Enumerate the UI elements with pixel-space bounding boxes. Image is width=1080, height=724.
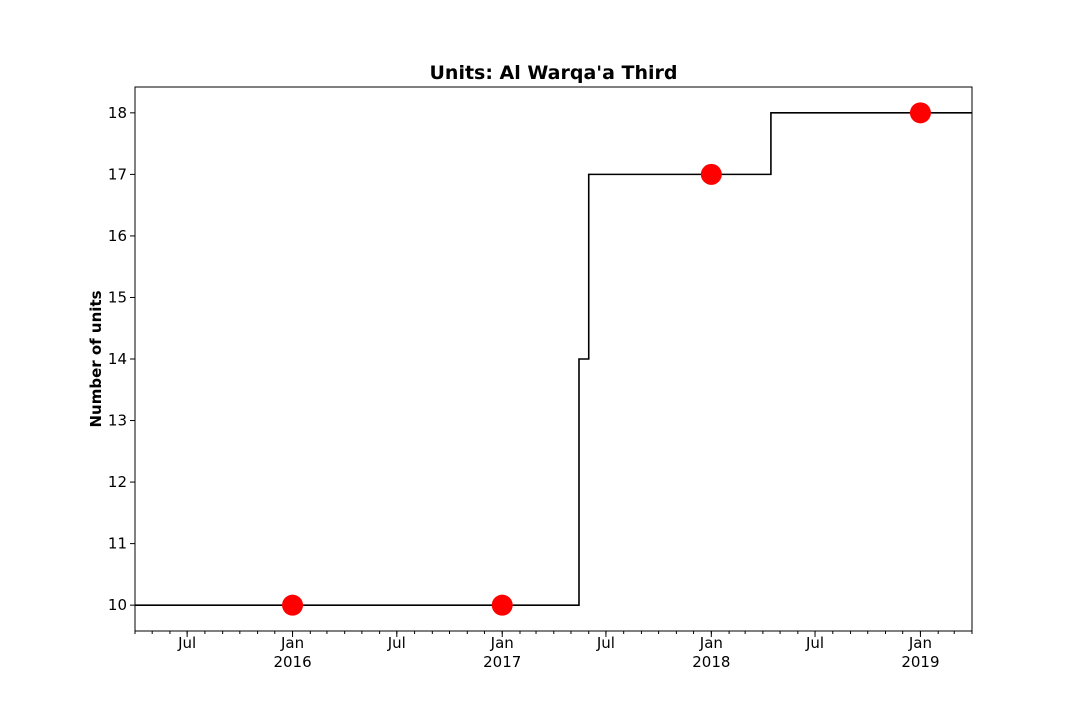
x-tick-label: Jan [699, 634, 723, 652]
x-tick-year-label: 2019 [901, 653, 939, 671]
data-point-marker [282, 594, 304, 616]
x-tick-label: Jan [908, 634, 932, 652]
chart-title: Units: Al Warqa'a Third [429, 62, 677, 84]
y-tick-label: 16 [108, 227, 127, 245]
x-tick-label: Jul [596, 634, 615, 652]
y-tick-label: 15 [108, 288, 127, 306]
x-tick-year-label: 2017 [483, 653, 521, 671]
x-tick-label: Jul [387, 634, 406, 652]
series-layer [135, 102, 972, 616]
y-tick-label: 18 [108, 104, 127, 122]
y-tick-label: 11 [108, 535, 127, 553]
y-tick-label: 12 [108, 473, 127, 491]
y-tick-label: 17 [108, 165, 127, 183]
data-point-marker [491, 594, 513, 616]
x-tick-year-label: 2016 [273, 653, 311, 671]
y-axis-ticks: 10 11 12 13 14 15 16 17 18 [108, 104, 135, 614]
data-point-marker [909, 102, 931, 124]
data-point-marker [700, 163, 722, 185]
y-tick-label: 13 [108, 412, 127, 430]
x-tick-label: Jan [280, 634, 304, 652]
x-tick-label: Jul [805, 634, 824, 652]
plot-frame [134, 86, 973, 632]
x-tick-label: Jan [490, 634, 514, 652]
y-axis-label: Number of units [87, 290, 105, 427]
x-tick-year-label: 2018 [692, 653, 730, 671]
x-tick-label: Jul [177, 634, 196, 652]
step-line [135, 112, 972, 606]
y-tick-label: 10 [108, 596, 127, 614]
y-tick-label: 14 [108, 350, 127, 368]
